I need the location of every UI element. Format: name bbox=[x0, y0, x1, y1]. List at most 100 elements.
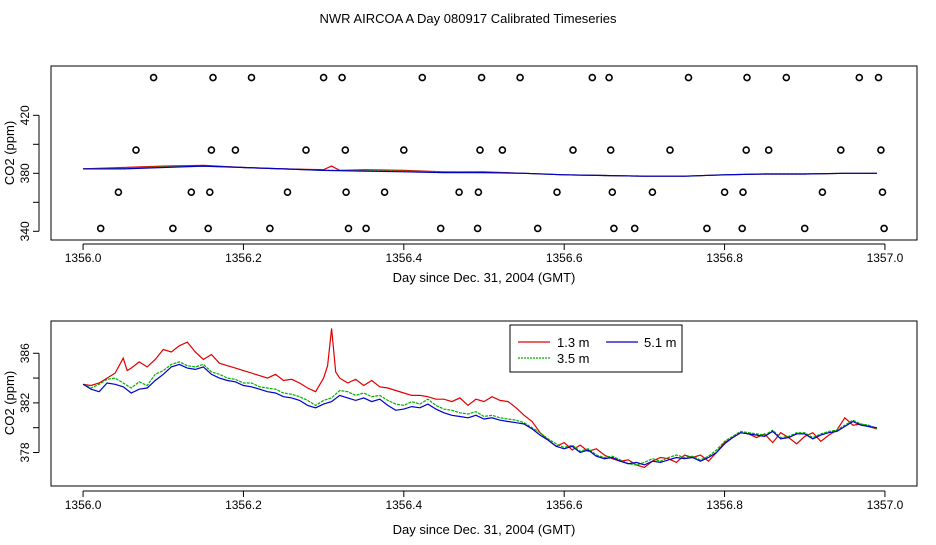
top-x-axis: 1356.0 1356.2 1356.4 1356.6 1356.8 1357.0 bbox=[65, 243, 904, 265]
calibration-point bbox=[743, 73, 751, 82]
bot-series-5-1-m-line bbox=[82, 363, 877, 466]
calibration-point bbox=[231, 146, 240, 154]
bottom-y-axis-label: CO2 (ppm) bbox=[2, 371, 17, 435]
bot-x-tick-label: 1356.0 bbox=[65, 498, 102, 512]
calibration-point bbox=[209, 73, 217, 82]
legend-label-1-3m: 1.3 m bbox=[557, 335, 590, 350]
calibration-point bbox=[608, 188, 617, 196]
calibration-point bbox=[319, 73, 328, 82]
calibration-point bbox=[630, 224, 639, 233]
calibration-point bbox=[742, 146, 751, 154]
calibration-point bbox=[206, 188, 214, 196]
calibration-point bbox=[588, 73, 597, 82]
calibration-point bbox=[207, 146, 216, 154]
top-y-tick-label: 340 bbox=[18, 221, 32, 241]
calibration-point bbox=[666, 146, 674, 154]
calibration-point bbox=[302, 146, 310, 154]
calibration-point bbox=[362, 224, 370, 233]
legend-label-3-5m: 3.5 m bbox=[557, 351, 590, 366]
calibration-point bbox=[738, 224, 747, 233]
calibration-point bbox=[266, 224, 274, 233]
calibration-point bbox=[739, 188, 747, 196]
page-title: NWR AIRCOA A Day 080917 Calibrated Times… bbox=[320, 11, 617, 26]
top-series-5-1-m-line bbox=[83, 165, 877, 177]
legend: 1.3 m 5.1 m 3.5 m bbox=[509, 324, 683, 373]
bot-series-3-5-m-line bbox=[82, 361, 878, 466]
calibration-point bbox=[341, 146, 350, 154]
bottom-chart: 1356.0 1356.2 1356.4 1356.6 1356.8 1357.0 378… bbox=[2, 320, 918, 537]
bottom-plot-frame bbox=[50, 320, 918, 487]
calibration-point bbox=[474, 188, 483, 196]
calibration-point bbox=[342, 188, 350, 196]
calibration-point bbox=[283, 188, 292, 196]
bottom-x-axis-label: Day since Dec. 31, 2004 (GMT) bbox=[393, 522, 576, 537]
calibration-point bbox=[569, 146, 577, 154]
top-calibration-points bbox=[96, 73, 888, 233]
calibration-point bbox=[149, 73, 158, 82]
bot-y-tick-label: 378 bbox=[18, 442, 32, 462]
bot-x-tick-label: 1356.2 bbox=[225, 498, 262, 512]
calibration-point bbox=[877, 146, 885, 154]
top-y-axis: 340 380 420 bbox=[18, 105, 40, 241]
bottom-x-axis: 1356.0 1356.2 1356.4 1356.6 1356.8 1357.0 bbox=[65, 490, 904, 512]
top-x-tick-label: 1356.4 bbox=[385, 251, 422, 265]
bot-x-tick-label: 1357.0 bbox=[867, 498, 904, 512]
bot-x-tick-label: 1356.4 bbox=[385, 498, 422, 512]
calibration-point bbox=[533, 224, 542, 233]
top-x-tick-label: 1356.0 bbox=[65, 251, 102, 265]
calibration-point bbox=[436, 224, 445, 233]
calibration-point bbox=[114, 188, 123, 196]
calibration-point bbox=[247, 73, 256, 82]
top-series-lines bbox=[83, 164, 877, 177]
calibration-point bbox=[782, 73, 791, 82]
bottom-series-lines bbox=[82, 328, 878, 469]
top-y-axis-label: CO2 (ppm) bbox=[2, 121, 17, 185]
calibration-point bbox=[800, 224, 809, 233]
top-x-tick-label: 1356.8 bbox=[706, 251, 743, 265]
calibration-point bbox=[684, 73, 693, 82]
calibration-point bbox=[553, 188, 561, 196]
top-x-tick-label: 1356.2 bbox=[225, 251, 262, 265]
top-chart: 1356.0 1356.2 1356.4 1356.6 1356.8 1357.0 340… bbox=[2, 65, 918, 285]
legend-label-5-1m: 5.1 m bbox=[644, 335, 677, 350]
calibration-point bbox=[610, 224, 618, 233]
calibration-point bbox=[169, 224, 177, 233]
calibration-point bbox=[605, 73, 613, 82]
calibration-point bbox=[764, 146, 773, 154]
top-x-tick-label: 1356.6 bbox=[546, 251, 583, 265]
calibration-point bbox=[878, 188, 887, 196]
calibration-point bbox=[703, 224, 711, 233]
bot-series-1-3-m-line bbox=[83, 328, 878, 469]
bot-x-tick-label: 1356.8 bbox=[706, 498, 743, 512]
bottom-y-axis: 378 382 386 bbox=[18, 343, 40, 463]
calibration-point bbox=[606, 146, 615, 154]
calibration-point bbox=[855, 73, 864, 82]
calibration-point bbox=[880, 224, 888, 233]
calibration-point bbox=[874, 73, 883, 82]
calibration-point bbox=[418, 73, 427, 82]
calibration-point bbox=[477, 73, 486, 82]
calibration-point bbox=[380, 188, 389, 196]
calibration-point bbox=[836, 146, 845, 154]
calibration-point bbox=[473, 224, 482, 233]
calibration-point bbox=[498, 146, 507, 154]
legend-box bbox=[509, 324, 683, 373]
top-plot-frame bbox=[50, 65, 918, 241]
calibration-point bbox=[648, 188, 657, 196]
calibration-point bbox=[720, 188, 729, 196]
calibration-point bbox=[96, 224, 105, 233]
calibration-point bbox=[818, 188, 827, 196]
calibration-point bbox=[132, 146, 140, 154]
top-x-axis-label: Day since Dec. 31, 2004 (GMT) bbox=[393, 270, 576, 285]
calibration-point bbox=[516, 73, 524, 82]
calibration-point bbox=[187, 188, 196, 196]
top-y-tick-label: 420 bbox=[18, 105, 32, 125]
calibration-point bbox=[338, 73, 346, 82]
calibration-point bbox=[344, 224, 353, 233]
bot-y-tick-label: 386 bbox=[18, 343, 32, 363]
top-x-tick-label: 1357.0 bbox=[867, 251, 904, 265]
calibration-point bbox=[476, 146, 484, 154]
calibration-point bbox=[399, 146, 408, 154]
